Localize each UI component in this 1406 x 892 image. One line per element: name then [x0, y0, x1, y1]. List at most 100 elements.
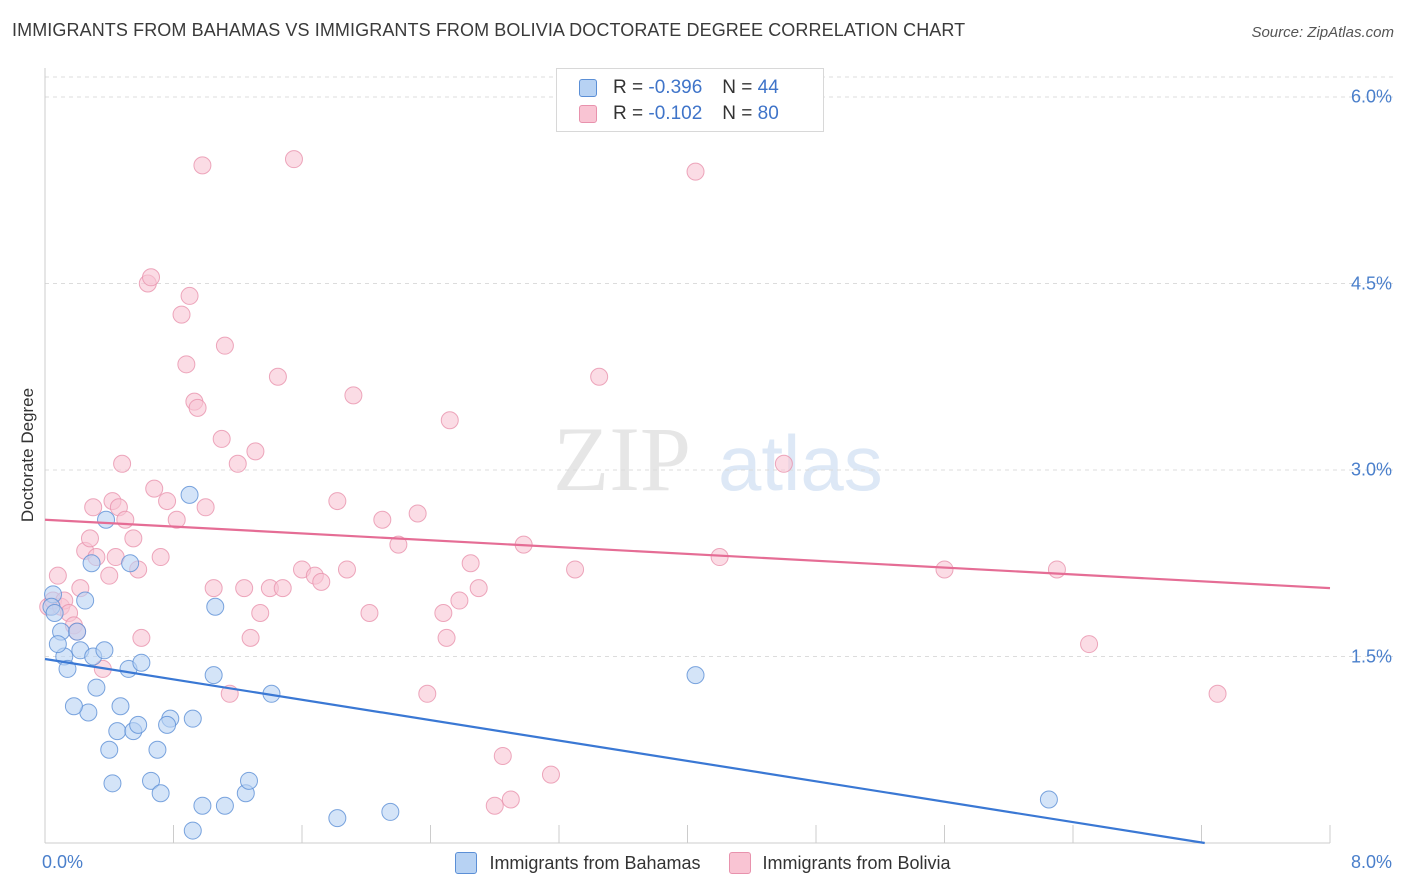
bolivia-point — [215, 336, 234, 355]
bahamas-point — [58, 659, 77, 678]
legend-bolivia-label: Immigrants from Bolivia — [762, 852, 951, 873]
bolivia-point — [328, 492, 347, 511]
bolivia-point — [251, 603, 270, 622]
bolivia-point — [373, 510, 392, 529]
bahamas-n-label: N = — [722, 77, 753, 98]
bahamas-point — [76, 591, 95, 610]
stats-row-bahamas: R = -0.396 N = 44 — [579, 76, 779, 100]
bolivia-point — [686, 162, 705, 181]
bolivia-point — [408, 504, 427, 523]
bahamas-point — [103, 774, 122, 793]
bahamas-point — [180, 485, 199, 504]
legend-item-bolivia[interactable]: Immigrants from Bolivia — [728, 852, 951, 874]
bahamas-point — [68, 622, 87, 641]
bolivia-point — [566, 560, 585, 579]
bahamas-n-value: 44 — [757, 77, 779, 98]
bahamas-point — [121, 554, 140, 573]
bolivia-point — [312, 572, 331, 591]
bolivia-point — [212, 429, 231, 448]
bolivia-point — [116, 510, 135, 529]
bolivia-point — [774, 454, 793, 473]
bolivia-point — [228, 454, 247, 473]
bolivia-point — [485, 796, 504, 815]
bolivia-point — [418, 684, 437, 703]
bahamas-point — [183, 821, 202, 840]
legend-item-bahamas[interactable]: Immigrants from Bahamas — [455, 852, 701, 874]
bolivia-n-label: N = — [722, 103, 753, 124]
bolivia-r-value: -0.102 — [648, 103, 703, 124]
bolivia-point — [204, 579, 223, 598]
bolivia-point — [177, 355, 196, 374]
bolivia-point — [360, 603, 379, 622]
bahamas-point — [158, 715, 177, 734]
bolivia-swatch — [579, 105, 597, 123]
x-tick-label-min: 0.0% — [42, 852, 84, 872]
bahamas-point — [95, 641, 114, 660]
bolivia-point — [541, 765, 560, 784]
bahamas-point — [239, 771, 258, 790]
bahamas-point — [148, 740, 167, 759]
bolivia-point — [196, 498, 215, 517]
bahamas-point — [82, 554, 101, 573]
bahamas-r-value: -0.396 — [648, 77, 703, 98]
bahamas-point — [132, 653, 151, 672]
bahamas-point — [108, 722, 127, 741]
bolivia-point — [450, 591, 469, 610]
bolivia-point — [440, 411, 459, 430]
watermark-atlas: atlas — [718, 419, 883, 507]
bolivia-point — [132, 628, 151, 647]
bahamas-r-label: R = — [613, 77, 644, 98]
x-tick-label-max: 8.0% — [1350, 852, 1392, 872]
bahamas-point — [151, 784, 170, 803]
bahamas-point — [64, 697, 83, 716]
bahamas-point — [206, 597, 225, 616]
bolivia-point — [493, 746, 512, 765]
bahamas-point — [183, 709, 202, 728]
bolivia-point — [344, 386, 363, 405]
watermark-zip: ZIP — [553, 408, 691, 510]
bolivia-point — [172, 305, 191, 324]
bolivia-point — [246, 442, 265, 461]
bolivia-point — [48, 566, 67, 585]
bolivia-point — [113, 454, 132, 473]
bahamas-trend-line — [44, 657, 1205, 845]
bolivia-point — [284, 150, 303, 169]
bolivia-n-value: 80 — [757, 103, 779, 124]
bolivia-point — [180, 286, 199, 305]
stats-row-bolivia: R = -0.102 N = 80 — [579, 102, 779, 126]
bolivia-point — [188, 398, 207, 417]
bolivia-point — [241, 628, 260, 647]
legend-bolivia-swatch — [728, 852, 751, 874]
bolivia-point — [158, 492, 177, 511]
bahamas-point — [215, 796, 234, 815]
bolivia-point — [235, 579, 254, 598]
bolivia-point — [935, 560, 954, 579]
bolivia-point — [124, 529, 143, 548]
bolivia-point — [193, 156, 212, 175]
bolivia-trend-line — [44, 518, 1331, 590]
bolivia-point — [84, 498, 103, 517]
bahamas-point — [100, 740, 119, 759]
source-label: Source: ZipAtlas.com — [1251, 24, 1394, 41]
bolivia-point — [337, 560, 356, 579]
bolivia-point — [145, 479, 164, 498]
bahamas-point — [328, 809, 347, 828]
bolivia-point — [461, 554, 480, 573]
chart-title: IMMIGRANTS FROM BAHAMAS VS IMMIGRANTS FR… — [12, 20, 966, 40]
bahamas-point — [48, 635, 67, 654]
bolivia-point — [268, 367, 287, 386]
bolivia-point — [151, 548, 170, 567]
y-tick-label: 1.5% — [1350, 646, 1392, 666]
bahamas-point — [193, 796, 212, 815]
bahamas-point — [111, 697, 130, 716]
bolivia-point — [469, 579, 488, 598]
bahamas-point — [45, 603, 64, 622]
bolivia-point — [501, 790, 520, 809]
bolivia-point — [434, 603, 453, 622]
bahamas-point — [686, 666, 705, 685]
bahamas-point — [142, 771, 161, 790]
y-tick-label: 4.5% — [1350, 273, 1392, 293]
bolivia-point — [80, 529, 99, 548]
bolivia-point — [142, 268, 161, 287]
